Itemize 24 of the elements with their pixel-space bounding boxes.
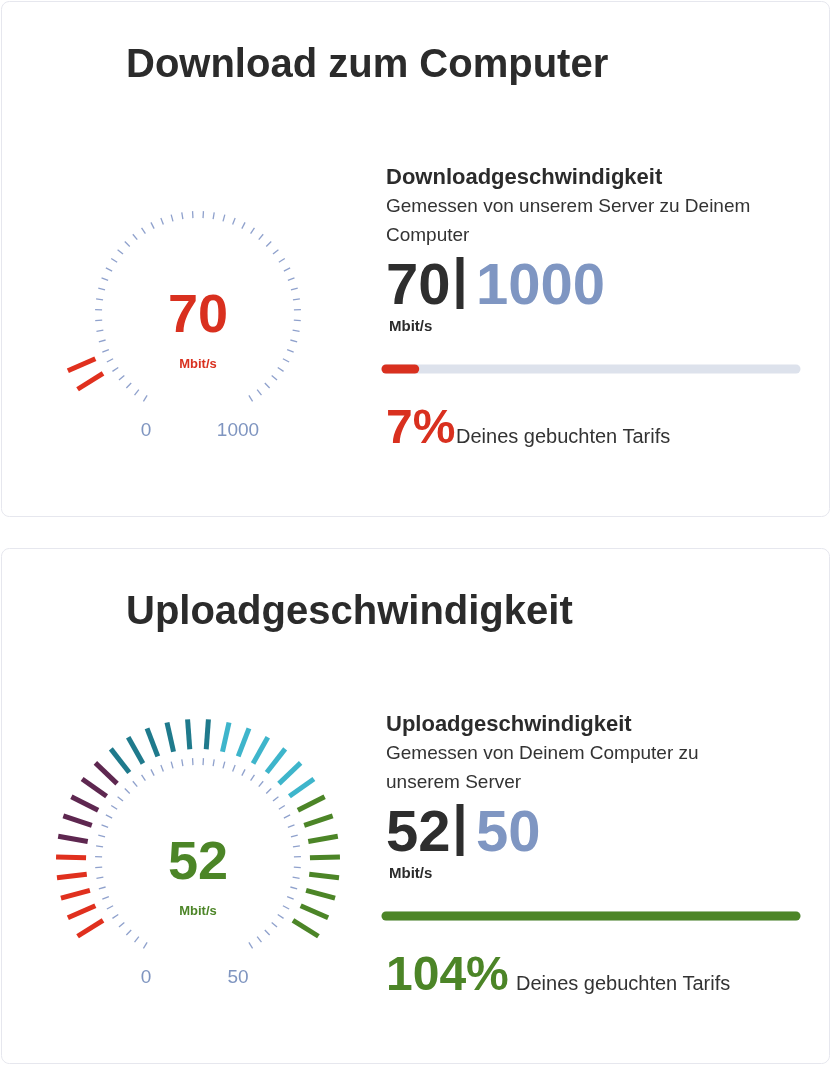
text: 0 — [140, 966, 152, 987]
text: 104% — [386, 947, 509, 1000]
text: Uploadgeschwindigkeit — [386, 711, 633, 736]
text: Gemessen von unserem Server zu Deinem Computer — [386, 195, 751, 245]
text: 1000 — [216, 419, 260, 440]
text: Download zum Computer — [126, 41, 609, 85]
text: 50 — [227, 966, 249, 987]
text: 0 — [140, 419, 152, 440]
text: Mbit/s — [179, 356, 217, 371]
text: 7% — [386, 400, 456, 453]
data-label: 70 — [167, 283, 229, 343]
text: Mbit/s — [389, 864, 433, 881]
text: Gemessen von Deinem Computer zu unserem Server — [386, 742, 699, 792]
text: Mbit/s — [179, 903, 217, 918]
text: Uploadgeschwindigkeit — [126, 588, 573, 632]
text: 50 — [476, 798, 541, 863]
text: Mbit/s — [389, 317, 433, 334]
text: 70 — [386, 251, 451, 316]
text: Deines gebuchten Tarifs — [456, 425, 671, 447]
text: 52 — [167, 830, 229, 890]
text: Deines gebuchten Tarifs — [516, 972, 731, 994]
data-label: 52 — [386, 798, 451, 863]
text: Downloadgeschwindigkeit — [386, 164, 663, 189]
text: 1000 — [476, 251, 606, 316]
